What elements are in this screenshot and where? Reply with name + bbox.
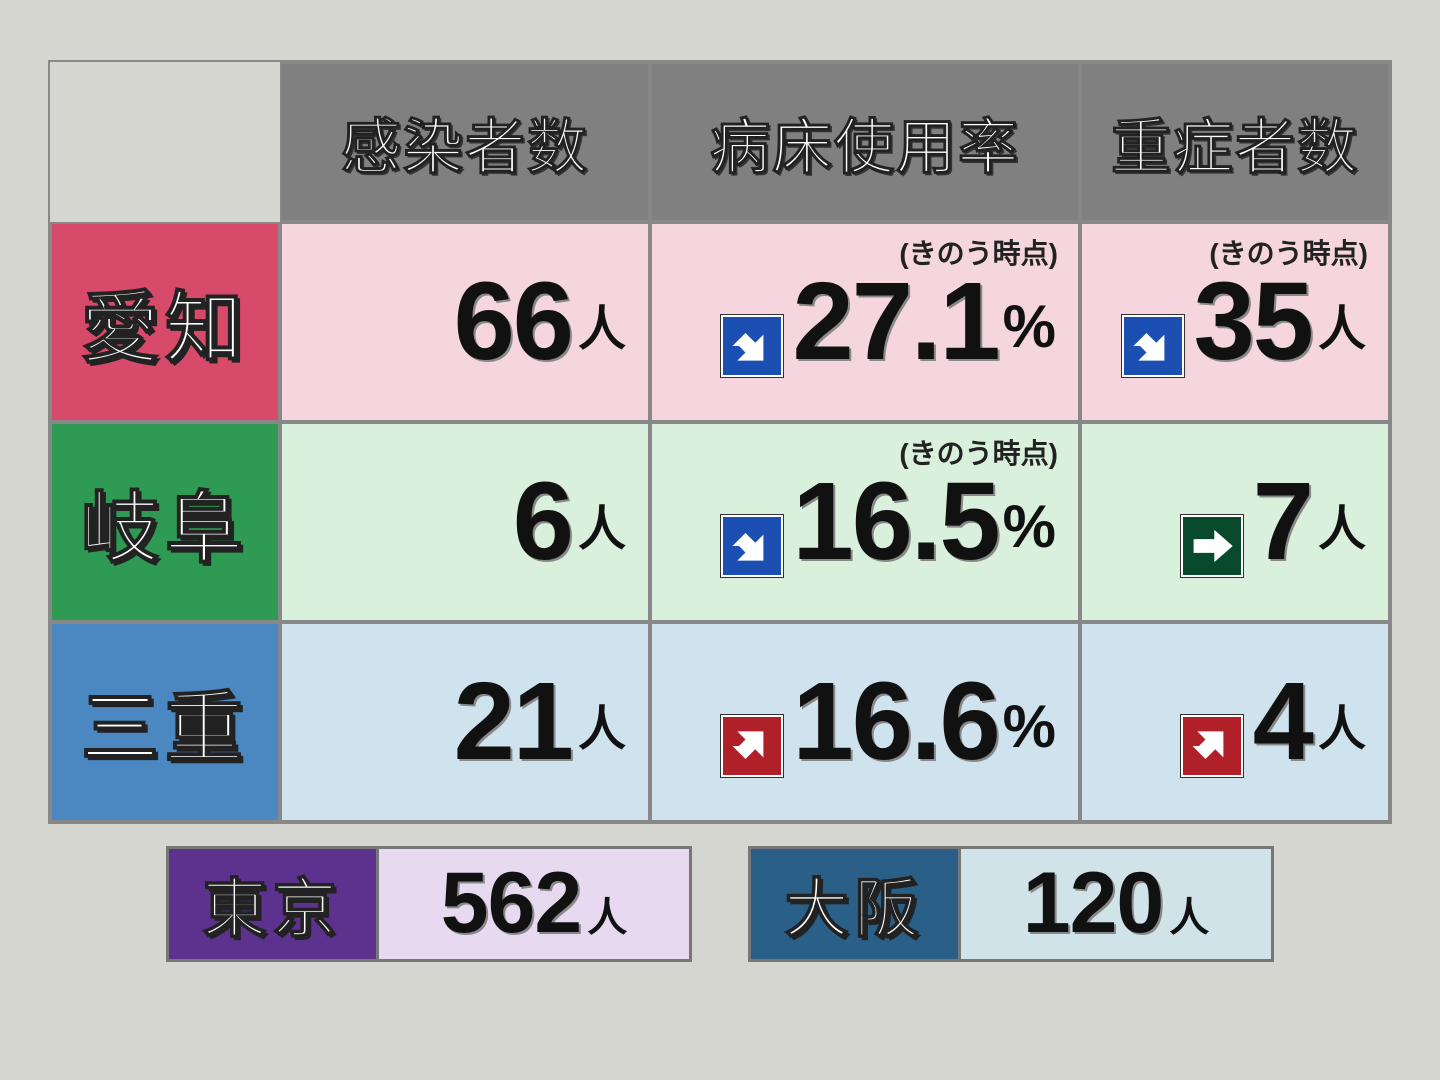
value-gifu-bedrate: 16.5 (793, 467, 999, 577)
unit-person: 人 (1318, 289, 1366, 377)
unit-person: 人 (1169, 885, 1209, 953)
unit-person: 人 (587, 885, 627, 953)
value-aichi-severe: 35 (1194, 267, 1312, 377)
col-header-bedrate: 病床使用率 (650, 62, 1080, 222)
value-mie-infections: 21 (454, 667, 572, 777)
cell-mie-severe: 4 人 (1080, 622, 1390, 822)
mini-val-osaka: 120 人 (961, 849, 1271, 959)
arrow-down-icon (721, 315, 783, 377)
unit-percent: % (1003, 492, 1056, 577)
mini-val-tokyo: 562 人 (379, 849, 689, 959)
row-head-aichi: 愛知 (50, 222, 280, 422)
col-header-infections: 感染者数 (280, 62, 650, 222)
arrow-right-icon (1181, 515, 1243, 577)
value-osaka: 120 (1023, 854, 1164, 953)
bottom-row: 東京 562 人 大阪 120 人 (166, 846, 1274, 962)
col-header-severe: 重症者数 (1080, 62, 1390, 222)
value-aichi-bedrate: 27.1 (793, 267, 999, 377)
value-aichi-infections: 66 (454, 267, 572, 377)
mini-osaka: 大阪 120 人 (748, 846, 1274, 962)
value-gifu-severe: 7 (1253, 467, 1312, 577)
unit-person: 人 (1318, 689, 1366, 777)
unit-percent: % (1003, 692, 1056, 777)
unit-percent: % (1003, 292, 1056, 377)
value-gifu-infections: 6 (513, 467, 572, 577)
cell-gifu-infections: 6 人 (280, 422, 650, 622)
note-gifu-bedrate: (きのう時点) (899, 432, 1058, 472)
row-head-mie: 三重 (50, 622, 280, 822)
arrow-up-icon (1181, 715, 1243, 777)
cell-gifu-bedrate: (きのう時点) 16.5 % (650, 422, 1080, 622)
mini-tokyo: 東京 562 人 (166, 846, 692, 962)
unit-person: 人 (578, 489, 626, 577)
table-corner (50, 62, 280, 222)
arrow-down-icon (721, 515, 783, 577)
cell-aichi-infections: 66 人 (280, 222, 650, 422)
cell-mie-infections: 21 人 (280, 622, 650, 822)
row-head-gifu: 岐阜 (50, 422, 280, 622)
cell-aichi-severe: (きのう時点) 35 人 (1080, 222, 1390, 422)
cell-gifu-severe: 7 人 (1080, 422, 1390, 622)
arrow-up-icon (721, 715, 783, 777)
note-aichi-bedrate: (きのう時点) (899, 232, 1058, 272)
value-mie-severe: 4 (1253, 667, 1312, 777)
note-aichi-severe: (きのう時点) (1209, 232, 1368, 272)
unit-person: 人 (578, 689, 626, 777)
unit-person: 人 (578, 289, 626, 377)
cell-aichi-bedrate: (きのう時点) 27.1 % (650, 222, 1080, 422)
arrow-down-icon (1122, 315, 1184, 377)
value-tokyo: 562 (441, 854, 582, 953)
mini-label-osaka: 大阪 (751, 849, 961, 959)
mini-label-tokyo: 東京 (169, 849, 379, 959)
covid-stats-table: 感染者数 病床使用率 重症者数 愛知 66 人 (きのう時点) 27.1 % (… (48, 60, 1392, 824)
value-mie-bedrate: 16.6 (793, 667, 999, 777)
unit-person: 人 (1318, 489, 1366, 577)
cell-mie-bedrate: 16.6 % (650, 622, 1080, 822)
